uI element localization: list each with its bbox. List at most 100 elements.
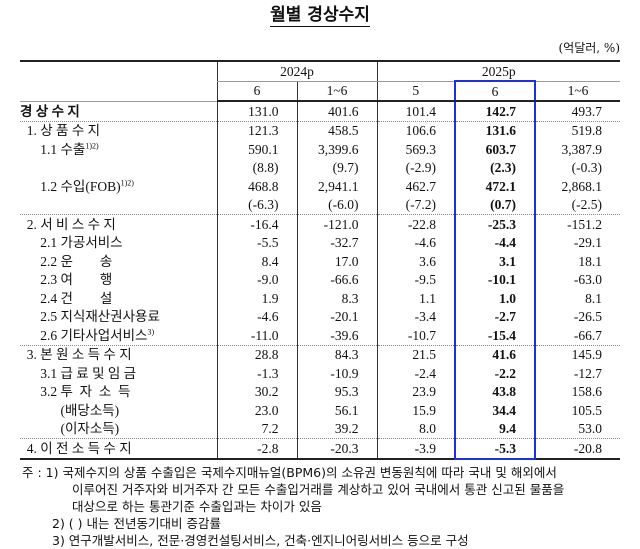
cell-value: 3.1 xyxy=(454,252,536,271)
cell-value: -121.0 xyxy=(296,214,377,234)
cell-value: -5.3 xyxy=(454,438,536,460)
row-label-text: (이자소득) xyxy=(20,421,120,437)
note: 2) ( ) 내는 전년동기대비 증감률 xyxy=(52,515,221,531)
cell-value: 131.6 xyxy=(454,121,536,140)
row-label-text: 2.2 운 송 xyxy=(20,253,113,269)
cell-value: -15.4 xyxy=(454,326,536,346)
cell-value: -26.5 xyxy=(534,307,621,326)
cell-value: 1.1 xyxy=(376,289,455,308)
cell-value: 56.1 xyxy=(296,401,377,420)
cell-value: -66.7 xyxy=(534,326,621,346)
cell-value: 8.4 xyxy=(216,252,297,271)
cell-value: 2,868.1 xyxy=(534,177,621,196)
cell-value: 28.8 xyxy=(216,345,297,364)
table-row: (배당소득) 23.0 56.1 15.9 34.4 105.5 xyxy=(20,401,621,420)
row-label: 1.1 수출1)2) xyxy=(20,140,217,159)
cell-value: 17.0 xyxy=(296,252,377,271)
cell-value: -2.8 xyxy=(216,438,297,459)
cell-value: -10.1 xyxy=(454,270,536,289)
cell-value: 23.9 xyxy=(376,382,455,401)
cell-value: 8.0 xyxy=(376,419,455,439)
content: 2024p 2025p 6 1~6 5 6 1~6 경 상 수 지 131.0 40… xyxy=(20,60,621,548)
row-label: 1.2 수입(FOB)1)2) xyxy=(20,177,217,196)
row-label-text: 3.2 투 자 소 득 xyxy=(20,384,131,400)
cell-value: -5.5 xyxy=(216,233,297,252)
cell-value: 2,941.1 xyxy=(296,177,377,196)
cell-value: -4.4 xyxy=(454,233,536,252)
year-2024: 2024p xyxy=(216,61,377,82)
cell-value: 21.5 xyxy=(376,345,455,364)
row-label-text: 4. 이 전 소 득 수 지 xyxy=(20,440,132,456)
table-row: 2. 서 비 스 수 지 -16.4 -121.0 -22.8 -25.3 -151.2 xyxy=(20,214,621,234)
row-label-text: 2.6 기타사업서비스 xyxy=(20,327,148,343)
row-label: 1. 상 품 수 지 xyxy=(20,121,217,140)
cell-value: (-2.5) xyxy=(534,195,621,215)
cell-value: 105.5 xyxy=(534,401,621,420)
table-row: 2.2 운 송 8.4 17.0 3.6 3.1 18.1 xyxy=(20,252,621,271)
row-label-text: 1.1 수출 xyxy=(20,141,86,157)
month-header: 1~6 xyxy=(534,81,621,102)
row-label-text: 2. 서 비 스 수 지 xyxy=(20,216,116,232)
cell-value: 3,387.9 xyxy=(534,140,621,159)
cell-value: 8.3 xyxy=(296,289,377,308)
row-label-text: 2.5 지식재산권사용료 xyxy=(20,309,160,325)
cell-value: 106.6 xyxy=(376,121,455,140)
note: 주 : 1) 국제수지의 상품 수출입은 국제수지매뉴얼(BPM6)의 소유권 … xyxy=(22,464,557,480)
cell-value: -32.7 xyxy=(296,233,377,252)
cell-value: -3.9 xyxy=(376,438,455,459)
cell-value: 493.7 xyxy=(534,101,621,122)
cell-value: -11.0 xyxy=(216,326,297,346)
cell-value: (-6.0) xyxy=(296,195,377,215)
cell-value: -4.6 xyxy=(216,307,297,326)
cell-value: 41.6 xyxy=(454,345,536,364)
cell-value: (-7.2) xyxy=(376,195,455,215)
unit-label: (억달러, %) xyxy=(558,41,620,55)
cell-value: 39.2 xyxy=(296,419,377,439)
row-label: 2.1 가공서비스 xyxy=(20,234,217,253)
cell-value: -39.6 xyxy=(296,326,377,346)
cell-value: -151.2 xyxy=(534,214,621,234)
table-row: 2.1 가공서비스 -5.5 -32.7 -4.6 -4.4 -29.1 xyxy=(20,233,621,253)
cell-value: -3.4 xyxy=(376,307,455,326)
cell-value: 3,399.6 xyxy=(296,140,377,159)
cell-value: 569.3 xyxy=(376,140,455,159)
cell-value: -9.5 xyxy=(376,270,455,289)
row-label: 2. 서 비 스 수 지 xyxy=(20,215,217,234)
cell-value: -29.1 xyxy=(534,233,621,252)
cell-value: 15.9 xyxy=(376,401,455,420)
cell-value: (-2.9) xyxy=(376,158,455,177)
cell-value: 121.3 xyxy=(216,121,297,140)
table-row: 3.1 급 료 및 임 금 -1.3 -10.9 -2.4 -2.2 -12.7 xyxy=(20,364,621,383)
row-label: (이자소득) xyxy=(20,419,217,439)
note: 대상으로 하는 통관기준 수출입과는 차이가 있음 xyxy=(72,498,322,514)
title-text: 월별 경상수지 xyxy=(270,5,370,27)
row-label: 2.2 운 송 xyxy=(20,252,217,271)
cell-value: -25.3 xyxy=(454,214,536,234)
row-label: (배당소득) xyxy=(20,401,217,420)
cell-value: (8.8) xyxy=(216,158,297,177)
cell-value: -66.6 xyxy=(296,270,377,289)
cell-value: 145.9 xyxy=(534,345,621,364)
cell-value: -2.4 xyxy=(376,364,455,383)
row-label: 2.3 여 행 xyxy=(20,271,217,290)
table-row: 2.3 여 행 -9.0 -66.6 -9.5 -10.1 -63.0 xyxy=(20,270,621,290)
cell-value: 458.5 xyxy=(296,121,377,140)
row-label-text: 1. 상 품 수 지 xyxy=(20,123,101,139)
row-label-text: 2.4 건 설 xyxy=(20,290,113,306)
cell-value: 1.9 xyxy=(216,289,297,308)
cell-value: 7.2 xyxy=(216,419,297,439)
row-label: 3. 본 원 소 득 수 지 xyxy=(20,345,217,364)
cell-value: 590.1 xyxy=(216,140,297,159)
row-label: 2.4 건 설 xyxy=(20,289,217,308)
cell-value: (2.3) xyxy=(454,158,536,177)
row-label: 3.2 투 자 소 득 xyxy=(20,383,217,402)
cell-value: 401.6 xyxy=(296,101,377,122)
cell-value: 43.8 xyxy=(454,382,536,401)
cell-value: 30.2 xyxy=(216,382,297,401)
table-row: 4. 이 전 소 득 수 지 -2.8 -20.3 -3.9 -5.3 -20.8 xyxy=(20,438,621,460)
footnote-ref: 1)2) xyxy=(120,178,134,188)
table-row: 1.1 수출1)2) 590.1 3,399.6 569.3 603.7 3,387.9 xyxy=(20,140,621,159)
cell-value: -9.0 xyxy=(216,270,297,289)
row-label xyxy=(20,195,217,215)
table-row: 2.4 건 설 1.9 8.3 1.1 1.0 8.1 xyxy=(20,289,621,308)
